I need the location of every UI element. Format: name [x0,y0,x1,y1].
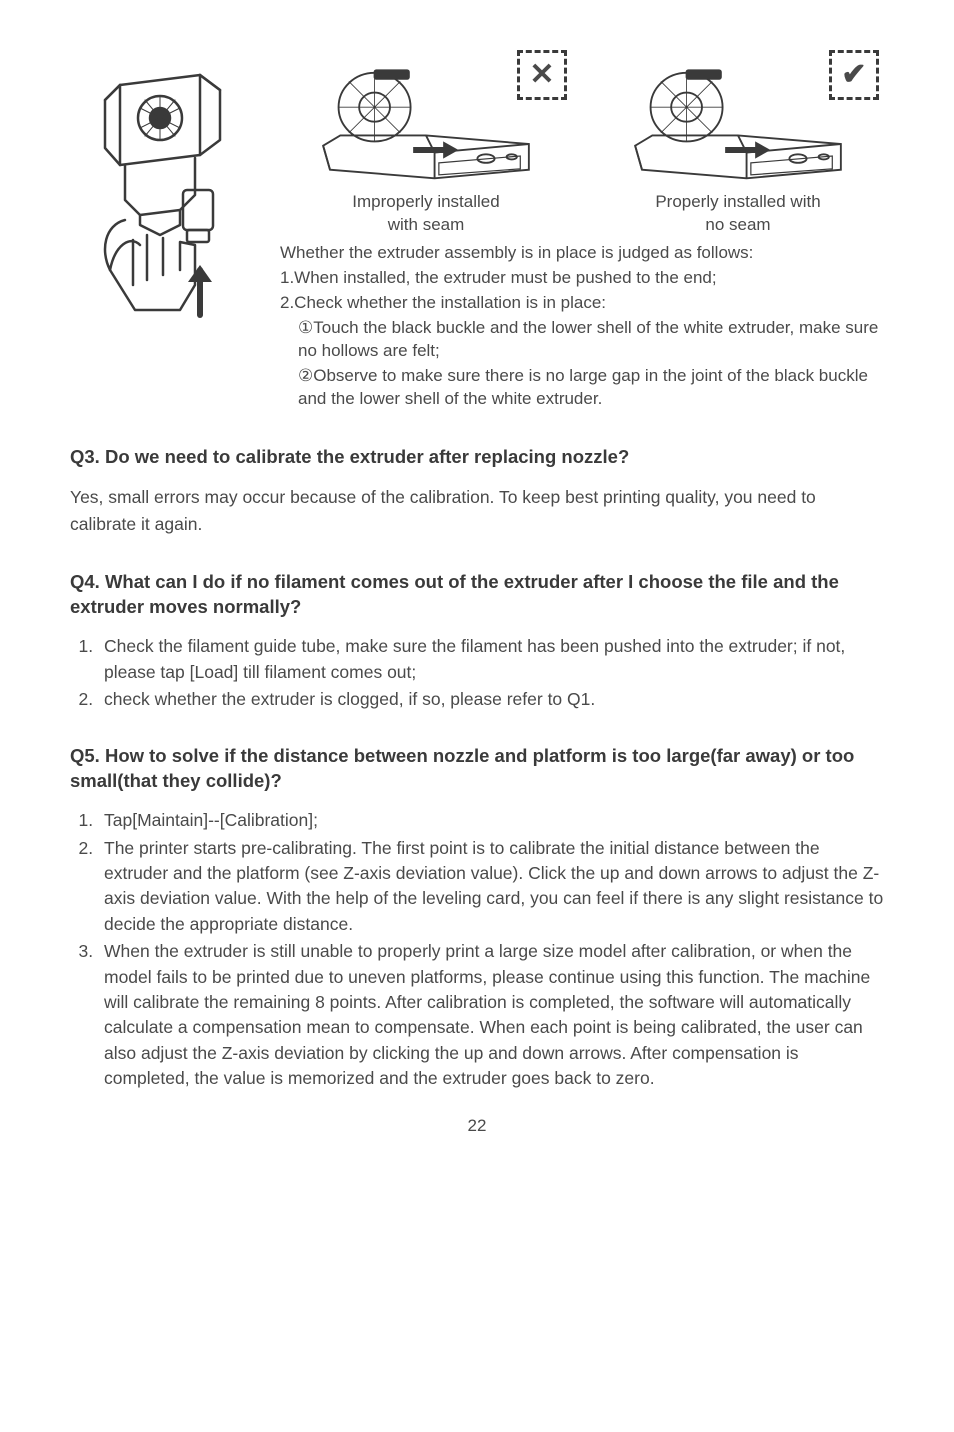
explain-sub1: ①Touch the black buckle and the lower sh… [280,317,884,363]
explain-intro: Whether the extruder assembly is in plac… [280,242,884,265]
explain-sub2: ②Observe to make sure there is no large … [280,365,884,411]
q3-heading: Q3. Do we need to calibrate the extruder… [70,445,884,470]
page-number: 22 [70,1115,884,1138]
x-icon: ✕ [517,50,567,100]
explain-step2: 2.Check whether the installation is in p… [280,292,884,315]
q4-heading: Q4. What can I do if no filament comes o… [70,570,884,620]
right-column: ✕ [280,60,884,413]
q5-item-3: When the extruder is still unable to pro… [98,939,884,1091]
q5-heading: Q5. How to solve if the distance between… [70,744,884,794]
q4-list: Check the filament guide tube, make sure… [70,634,884,712]
q3-body: Yes, small errors may occur because of t… [70,484,884,538]
improper-install-figure: ✕ [280,60,572,236]
q4-item-2: check whether the extruder is clogged, i… [98,687,884,712]
proper-install-figure: ✔ [592,60,884,236]
q5-list: Tap[Maintain]--[Calibration]; The printe… [70,808,884,1091]
assembly-explanation: Whether the extruder assembly is in plac… [280,242,884,411]
q5-item-1: Tap[Maintain]--[Calibration]; [98,808,884,833]
q5-item-2: The printer starts pre-calibrating. The … [98,836,884,938]
check-icon: ✔ [829,50,879,100]
explain-step1: 1.When installed, the extruder must be p… [280,267,884,290]
q4-item-1: Check the filament guide tube, make sure… [98,634,884,685]
comparison-images: ✕ [280,60,884,236]
top-figure-row: ✕ [70,60,884,413]
hand-extruder-illustration [70,60,260,413]
improper-caption: Improperly installed with seam [280,191,572,237]
proper-caption: Properly installed with no seam [592,191,884,237]
